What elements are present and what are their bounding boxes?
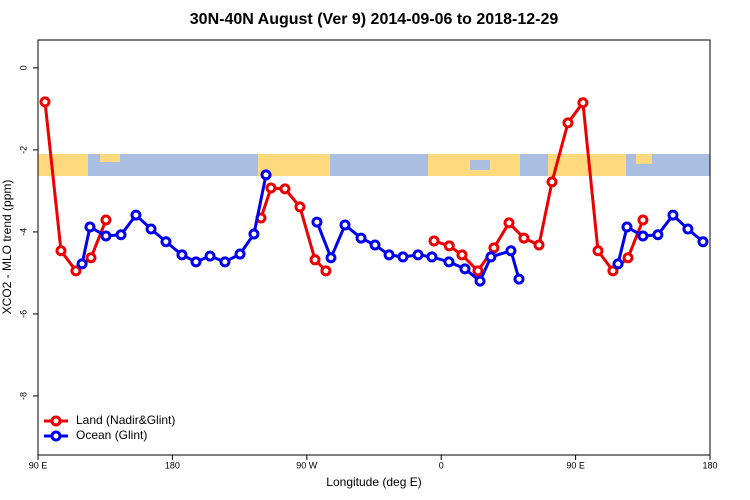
data-point (397, 251, 409, 263)
data-point (443, 240, 455, 252)
data-point (311, 216, 323, 228)
data-point (622, 252, 634, 264)
data-point (652, 229, 664, 241)
data-point (503, 217, 515, 229)
map-strip (38, 154, 710, 176)
data-point (115, 229, 127, 241)
data-point (325, 252, 337, 264)
data-point (100, 214, 112, 226)
data-point (355, 232, 367, 244)
x-tick-label: 180 (165, 460, 180, 470)
y-tick-label: -2 (18, 146, 28, 154)
data-point (592, 245, 604, 257)
data-point (204, 250, 216, 262)
data-point (100, 230, 112, 242)
x-tick-label: 90 E (566, 460, 585, 470)
data-point (488, 242, 500, 254)
data-point (320, 265, 332, 277)
data-point (474, 275, 486, 287)
legend-label: Land (Nadir&Glint) (76, 413, 175, 427)
data-point (697, 236, 709, 248)
x-tick-label: 90 E (29, 460, 48, 470)
data-point (294, 201, 306, 213)
data-point (412, 249, 424, 261)
data-point (248, 228, 260, 240)
data-point (70, 265, 82, 277)
data-point (426, 251, 438, 263)
data-point (85, 252, 97, 264)
legend-marker (50, 430, 62, 442)
data-point (682, 223, 694, 235)
data-point (428, 235, 440, 247)
data-point (76, 258, 88, 270)
data-point (84, 221, 96, 233)
data-point (383, 249, 395, 261)
data-point (459, 263, 471, 275)
x-axis-label: Longitude (deg E) (326, 475, 421, 489)
data-point (612, 258, 624, 270)
data-point (607, 265, 619, 277)
data-point (55, 245, 67, 257)
plot-frame (37, 39, 711, 456)
data-point (219, 256, 231, 268)
data-point (443, 256, 455, 268)
data-point (369, 239, 381, 251)
y-tick-label: -8 (18, 392, 28, 400)
data-point (339, 219, 351, 231)
x-tick-label: 0 (439, 460, 444, 470)
data-point (577, 97, 589, 109)
y-tick-label: -6 (18, 310, 28, 318)
data-point (176, 249, 188, 261)
data-point (637, 230, 649, 242)
x-tick-label: 180 (702, 460, 717, 470)
data-point (518, 232, 530, 244)
data-point (309, 254, 321, 266)
chart-title: 30N-40N August (Ver 9) 2014-09-06 to 201… (190, 11, 559, 28)
data-point (533, 239, 545, 251)
data-point (621, 221, 633, 233)
data-point (513, 273, 525, 285)
legend-label: Ocean (Glint) (76, 428, 147, 442)
data-point (472, 265, 484, 277)
data-point (234, 248, 246, 260)
data-point (456, 249, 468, 261)
data-point (637, 214, 649, 226)
data-point (145, 223, 157, 235)
legend-marker (50, 415, 62, 427)
x-tick-label: 90 W (296, 460, 318, 470)
y-tick-label: 0 (18, 65, 28, 70)
data-point (190, 256, 202, 268)
data-point (130, 209, 142, 221)
data-point (39, 96, 51, 108)
data-point (160, 236, 172, 248)
data-point (505, 245, 517, 257)
data-point (667, 209, 679, 221)
data-point (546, 176, 558, 188)
data-point (279, 183, 291, 195)
data-point (260, 169, 272, 181)
y-tick-label: -4 (18, 228, 28, 236)
data-point (265, 182, 277, 194)
data-point (485, 251, 497, 263)
y-axis-label: XCO2 - MLO trend (ppm) (0, 180, 14, 315)
data-point (562, 117, 574, 129)
